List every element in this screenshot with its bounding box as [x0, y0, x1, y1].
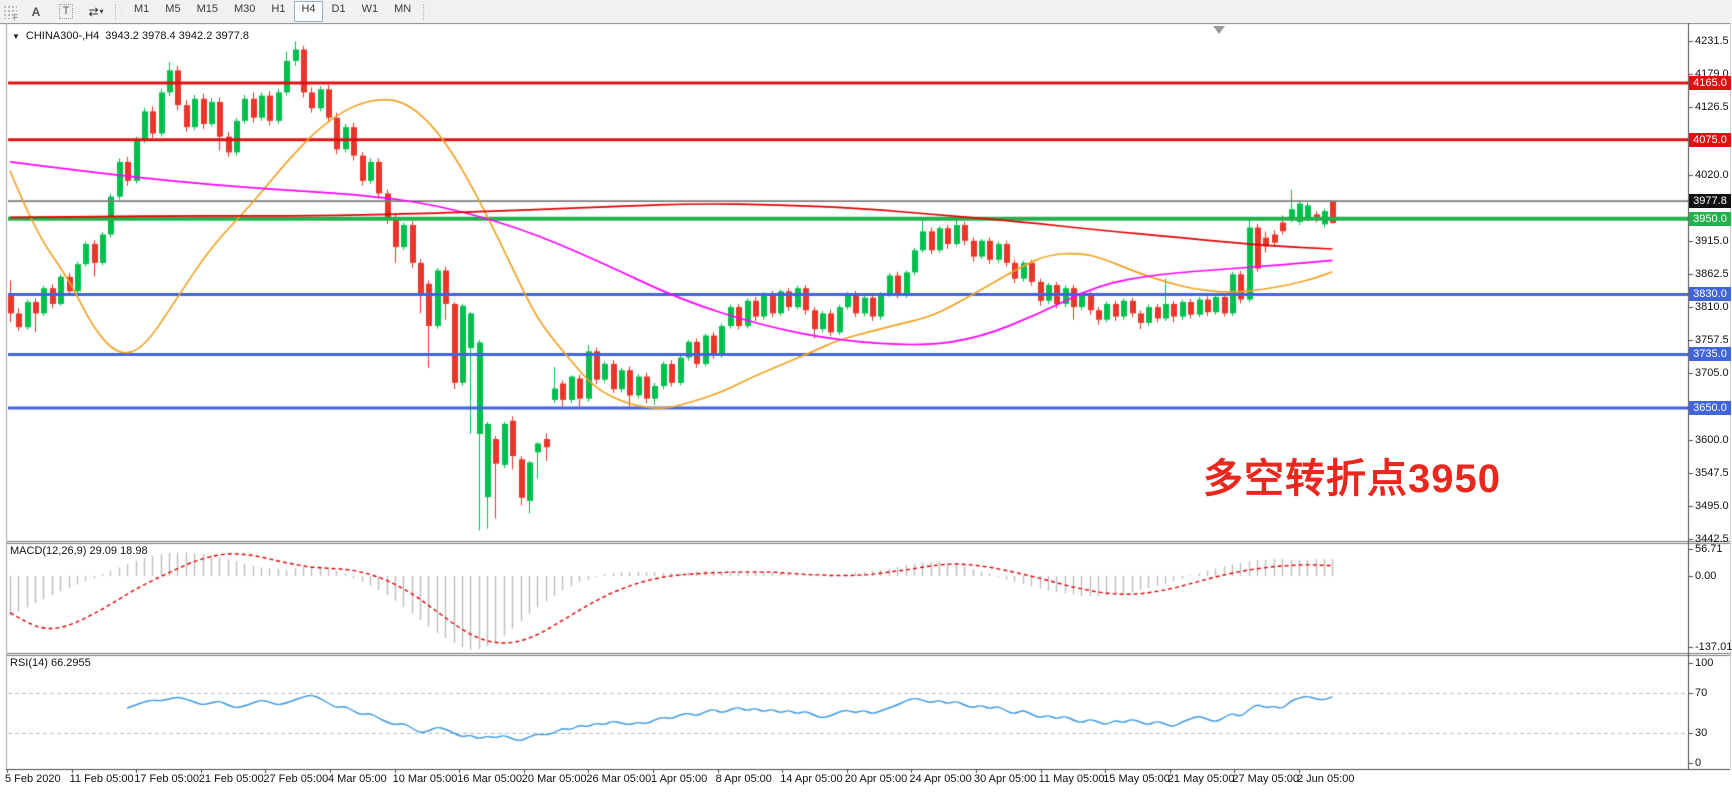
time-axis-label: 27 Feb 05:00	[263, 773, 329, 785]
time-axis-label: 5 Feb 2020	[5, 773, 61, 785]
crosshair-tool-icon: ⇄	[88, 4, 99, 19]
timeframe-button-h4[interactable]: H4	[294, 1, 323, 22]
chart-shift-marker[interactable]	[1213, 26, 1225, 34]
time-axis-label: 26 Mar 05:00	[586, 773, 652, 785]
timeframe-group: M1 M5 M15 M30 H1 H4 D1 W1 MN	[126, 1, 419, 22]
timeframe-button-m30[interactable]: M30	[233, 3, 256, 15]
text-tool-button[interactable]: T	[51, 1, 81, 22]
price-tick-label: 3757.5	[1695, 334, 1729, 347]
price-badge: 3950.0	[1689, 211, 1731, 226]
toolbar-separator-2	[423, 3, 431, 20]
rsi-axis-label: 0	[1695, 757, 1702, 769]
time-axis-label: 16 Mar 05:00	[457, 773, 523, 785]
price-tick-label: 3705.0	[1695, 367, 1729, 380]
time-axis-label: 24 Apr 05:00	[909, 773, 972, 785]
macd-axis-label: 56.71	[1695, 543, 1723, 555]
crosshair-tool-button[interactable]: ⇄ ▾	[81, 1, 111, 22]
symbol-ohlc: 3943.2 3978.4 3942.2 3977.8	[105, 30, 250, 42]
price-tick-label: 4231.5	[1695, 35, 1729, 47]
timeframe-button-m1[interactable]: M1	[134, 3, 150, 15]
price-badge: 3830.0	[1689, 287, 1731, 302]
chevron-down-icon: ▼	[12, 31, 20, 41]
time-axis-label: 20 Mar 05:00	[521, 773, 587, 785]
rsi-axis-label: 100	[1695, 657, 1714, 669]
price-tick-label: 3915.0	[1695, 234, 1729, 247]
price-badge: 3735.0	[1689, 347, 1731, 362]
price-tick-label: 3547.5	[1695, 466, 1729, 479]
time-axis-label: 21 Feb 05:00	[198, 773, 264, 785]
macd-values: 29.09 18.98	[89, 545, 148, 557]
symbol-info-line: ▼ CHINA300-,H4 3943.2 3978.4 3942.2 3977…	[12, 30, 249, 42]
time-axis-label: 11 May 05:00	[1038, 773, 1105, 785]
time-axis-label: 4 Mar 05:00	[328, 773, 387, 785]
time-axis-label: 8 Apr 05:00	[715, 773, 772, 785]
time-axis-label: 21 May 05:00	[1167, 773, 1235, 785]
price-badge: 4165.0	[1689, 75, 1731, 90]
text-tool-icon: T	[58, 4, 74, 19]
chart-annotation-text: 多空转折点3950	[1203, 457, 1501, 501]
time-axis-label: 2 Jun 05:00	[1297, 773, 1355, 785]
timeframe-button-w1[interactable]: W1	[361, 3, 379, 15]
chart-canvas[interactable]	[0, 23, 1732, 794]
time-axis-label: 17 Feb 05:00	[134, 773, 200, 785]
macd-axis-label: -137.01	[1695, 641, 1732, 653]
time-axis-label: 11 Feb 05:00	[69, 773, 134, 785]
label-tool-icon: A	[31, 4, 41, 19]
time-axis-label: 14 Apr 05:00	[780, 773, 843, 785]
toolbar: F A T ⇄ ▾ M1 M5 M15 M30 H1 H4 D1 W1 MN	[0, 0, 1732, 24]
symbol-title: CHINA300-,H4	[25, 30, 100, 42]
time-axis-label: 1 Apr 05:00	[651, 773, 708, 785]
toolbar-separator	[115, 3, 122, 20]
timeframe-button-m15[interactable]: M15	[196, 3, 218, 15]
price-tick-label: 3862.5	[1695, 267, 1729, 280]
time-axis-label: 27 May 05:00	[1232, 773, 1300, 785]
time-axis-label: 15 May 05:00	[1103, 773, 1170, 785]
price-tick-label: 3810.0	[1695, 301, 1729, 314]
toolbar-grip-icon[interactable]: F	[3, 4, 18, 22]
rsi-axis-label: 30	[1695, 727, 1708, 739]
price-badge: 3977.8	[1689, 194, 1731, 209]
timeframe-button-h1[interactable]: H1	[271, 3, 286, 15]
time-axis-label: 20 Apr 05:00	[844, 773, 908, 785]
macd-label: MACD(12,26,9) 29.09 18.98	[10, 545, 148, 557]
price-tick-label: 3495.0	[1695, 499, 1729, 512]
dropdown-caret-icon: ▾	[99, 7, 104, 16]
rsi-label: RSI(14) 66.2955	[10, 657, 91, 669]
price-tick-label: 4126.5	[1695, 101, 1729, 114]
price-badge: 4075.0	[1689, 132, 1731, 147]
price-tick-label: 3600.0	[1695, 433, 1729, 446]
rsi-value: 66.2955	[50, 657, 91, 669]
timeframe-button-m5[interactable]: M5	[165, 3, 181, 15]
timeframe-button-mn[interactable]: MN	[394, 3, 412, 15]
macd-axis-label: 0.00	[1695, 570, 1717, 582]
price-tick-label: 4020.0	[1695, 168, 1729, 181]
label-tool-button[interactable]: A	[21, 1, 51, 22]
timeframe-button-d1[interactable]: D1	[331, 3, 346, 15]
time-axis-label: 10 Mar 05:00	[392, 773, 458, 785]
chart-window: ▼ CHINA300-,H4 3943.2 3978.4 3942.2 3977…	[0, 23, 1732, 794]
price-badge: 3650.0	[1689, 401, 1731, 416]
price-tick-label: 3442.5	[1695, 533, 1729, 546]
time-axis-label: 30 Apr 05:00	[974, 773, 1037, 785]
rsi-axis-label: 70	[1695, 687, 1708, 699]
